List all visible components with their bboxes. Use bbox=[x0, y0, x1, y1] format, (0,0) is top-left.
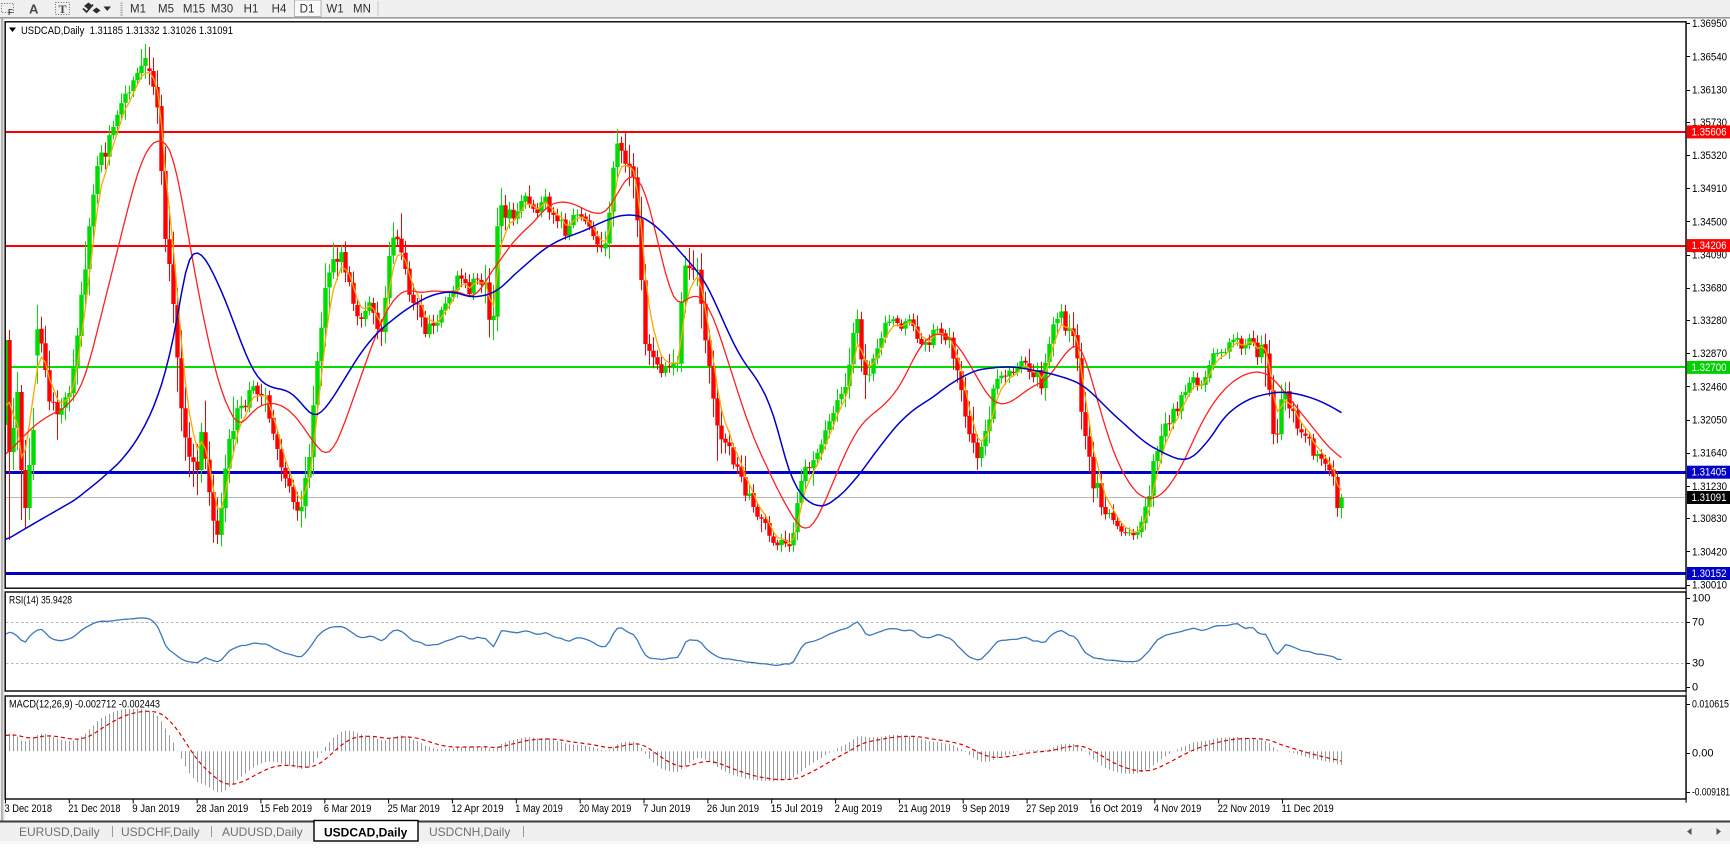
svg-text:9 Jan 2019: 9 Jan 2019 bbox=[132, 803, 180, 815]
svg-text:1.31091: 1.31091 bbox=[1692, 492, 1727, 504]
svg-text:1.36950: 1.36950 bbox=[1692, 18, 1727, 30]
svg-text:USDCNH,Daily: USDCNH,Daily bbox=[429, 825, 510, 839]
svg-text:15 Feb 2019: 15 Feb 2019 bbox=[260, 803, 312, 815]
svg-text:1.32700: 1.32700 bbox=[1692, 362, 1727, 374]
svg-text:1.34910: 1.34910 bbox=[1692, 183, 1727, 195]
svg-text:W1: W1 bbox=[326, 4, 343, 16]
svg-text:1.36130: 1.36130 bbox=[1692, 85, 1727, 97]
svg-text:70: 70 bbox=[1692, 617, 1704, 629]
svg-text:9 Sep 2019: 9 Sep 2019 bbox=[962, 803, 1010, 815]
svg-text:MACD(12,26,9) -0.002712 -0.002: MACD(12,26,9) -0.002712 -0.002443 bbox=[9, 699, 160, 711]
svg-text:2 Aug 2019: 2 Aug 2019 bbox=[835, 803, 883, 815]
svg-text:1.35606: 1.35606 bbox=[1692, 126, 1727, 138]
svg-text:M30: M30 bbox=[211, 4, 233, 16]
svg-text:1.31640: 1.31640 bbox=[1692, 448, 1727, 460]
svg-text:A: A bbox=[29, 2, 39, 17]
svg-text:11 Dec 2019: 11 Dec 2019 bbox=[1282, 803, 1334, 815]
svg-text:AUDUSD,Daily: AUDUSD,Daily bbox=[222, 825, 303, 839]
svg-text:21 Aug 2019: 21 Aug 2019 bbox=[898, 803, 950, 815]
svg-text:25 Mar 2019: 25 Mar 2019 bbox=[388, 803, 440, 815]
svg-text:21 Dec 2018: 21 Dec 2018 bbox=[68, 803, 120, 815]
svg-text:1.32460: 1.32460 bbox=[1692, 381, 1727, 393]
svg-text:1.34090: 1.34090 bbox=[1692, 250, 1727, 262]
svg-text:16 Oct 2019: 16 Oct 2019 bbox=[1090, 803, 1142, 815]
svg-text:7 Jun 2019: 7 Jun 2019 bbox=[643, 803, 691, 815]
svg-text:USDCAD,Daily 1.31185 1.31332: USDCAD,Daily 1.31185 1.31332 1.31026 1.3… bbox=[21, 25, 233, 37]
svg-text:27 Sep 2019: 27 Sep 2019 bbox=[1026, 803, 1078, 815]
svg-text:RSI(14) 35.9428: RSI(14) 35.9428 bbox=[9, 595, 72, 607]
svg-text:H1: H1 bbox=[244, 4, 259, 16]
svg-text:1.36540: 1.36540 bbox=[1692, 51, 1727, 63]
svg-text:1.32050: 1.32050 bbox=[1692, 415, 1727, 427]
svg-text:0.00: 0.00 bbox=[1692, 748, 1714, 760]
svg-text:H4: H4 bbox=[272, 4, 287, 16]
svg-text:4 Nov 2019: 4 Nov 2019 bbox=[1154, 803, 1202, 815]
svg-text:0.010615: 0.010615 bbox=[1692, 699, 1729, 711]
svg-text:22 Nov 2019: 22 Nov 2019 bbox=[1218, 803, 1270, 815]
svg-text:M5: M5 bbox=[158, 4, 174, 16]
svg-text:20 May 2019: 20 May 2019 bbox=[579, 803, 631, 815]
svg-text:30: 30 bbox=[1692, 658, 1704, 670]
svg-text:1.34500: 1.34500 bbox=[1692, 216, 1727, 228]
svg-text:1.35320: 1.35320 bbox=[1692, 150, 1727, 162]
svg-text:1.32870: 1.32870 bbox=[1692, 348, 1727, 360]
svg-text:1.34206: 1.34206 bbox=[1692, 240, 1727, 252]
svg-text:15 Jul 2019: 15 Jul 2019 bbox=[771, 803, 823, 815]
svg-text:0: 0 bbox=[1692, 682, 1698, 694]
svg-text:T: T bbox=[59, 2, 67, 16]
svg-text:1.35730: 1.35730 bbox=[1692, 117, 1727, 129]
svg-text:1.30420: 1.30420 bbox=[1692, 546, 1727, 558]
svg-text:-0.009181: -0.009181 bbox=[1692, 787, 1730, 799]
svg-text:1.31230: 1.31230 bbox=[1692, 481, 1727, 493]
svg-text:1.33280: 1.33280 bbox=[1692, 315, 1727, 327]
svg-text:6 Mar 2019: 6 Mar 2019 bbox=[324, 803, 372, 815]
svg-text:3 Dec 2018: 3 Dec 2018 bbox=[5, 803, 53, 815]
svg-text:1.30152: 1.30152 bbox=[1692, 568, 1727, 580]
svg-text:1.33680: 1.33680 bbox=[1692, 283, 1727, 295]
svg-text:M1: M1 bbox=[130, 4, 146, 16]
svg-text:28 Jan 2019: 28 Jan 2019 bbox=[196, 803, 248, 815]
svg-text:USDCAD,Daily: USDCAD,Daily bbox=[324, 826, 408, 840]
svg-text:1.31405: 1.31405 bbox=[1692, 467, 1727, 479]
svg-text:USDCHF,Daily: USDCHF,Daily bbox=[121, 825, 200, 839]
svg-text:1.30830: 1.30830 bbox=[1692, 513, 1727, 525]
svg-text:EURUSD,Daily: EURUSD,Daily bbox=[19, 825, 100, 839]
svg-text:D1: D1 bbox=[300, 4, 315, 16]
svg-text:12 Apr 2019: 12 Apr 2019 bbox=[451, 803, 503, 815]
svg-text:1.30010: 1.30010 bbox=[1692, 580, 1727, 592]
svg-text:F: F bbox=[8, 8, 13, 17]
svg-text:100: 100 bbox=[1692, 593, 1710, 605]
svg-text:26 Jun 2019: 26 Jun 2019 bbox=[707, 803, 759, 815]
svg-text:1 May 2019: 1 May 2019 bbox=[515, 803, 563, 815]
svg-text:M15: M15 bbox=[183, 4, 205, 16]
svg-text:MN: MN bbox=[353, 4, 371, 16]
